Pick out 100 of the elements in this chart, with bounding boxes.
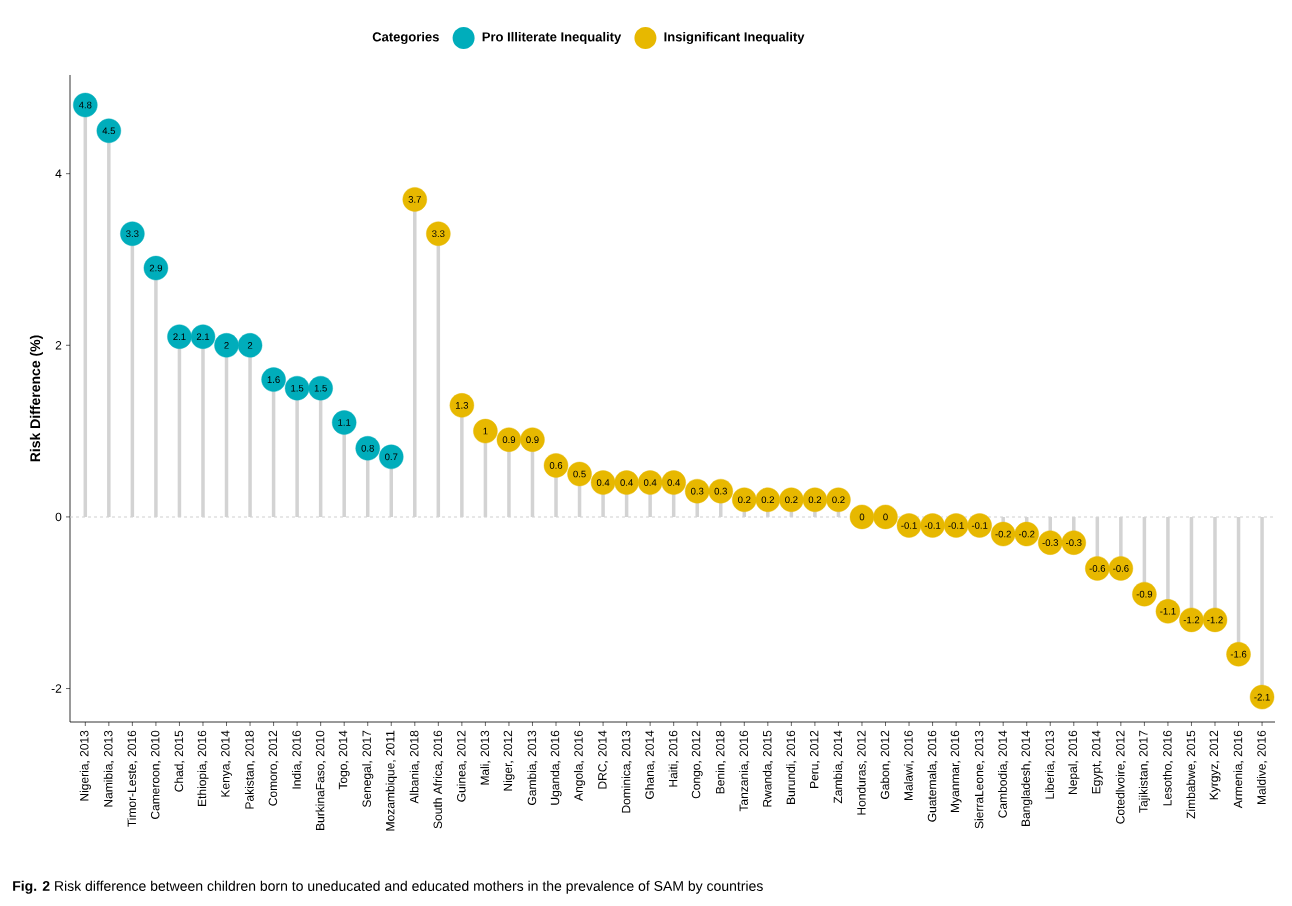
data-label: -0.6	[1113, 565, 1129, 572]
x-tick-label: Benin, 2018	[715, 730, 726, 794]
x-tick-label: Tajikistan, 2017	[1138, 730, 1150, 813]
data-label: 4.5	[102, 127, 116, 135]
x-tick-label: Maldive, 2016	[1256, 730, 1268, 804]
x-tick-label: Kyrgyz, 2012	[1209, 730, 1221, 800]
x-tick-label: Guatemala, 2016	[927, 730, 938, 822]
x-tick-label: Myanmar, 2016	[950, 730, 962, 812]
x-tick-label: Congo, 2012	[691, 730, 703, 799]
x-tick-label: Malawi, 2016	[903, 730, 915, 800]
legend-title: Categories	[372, 31, 439, 45]
data-label: 0.4	[596, 479, 610, 486]
x-tick-label: Egypt, 2014	[1091, 730, 1103, 794]
y-axis-title: Risk Difference (%)	[29, 335, 43, 462]
text: Fig. 2 Risk difference between children born to uneducated and educated mothers in the prevalence of SAM by countries	[13, 880, 763, 894]
x-tick-label: Albania, 2018	[409, 730, 420, 804]
x-tick-label: South Africa, 2016	[433, 730, 444, 829]
data-label: 0.5	[573, 470, 586, 478]
x-tick-label: Nigeria, 2013	[79, 730, 91, 801]
x-tick-label: Ghana, 2014	[645, 730, 656, 799]
y-tick-label: 4	[55, 169, 62, 178]
x-tick-label: Kenya, 2014	[221, 730, 232, 797]
data-label: 0.4	[620, 479, 633, 486]
x-tick-label: Cameroon, 2010	[150, 730, 161, 819]
x-tick-label: Angola, 2016	[573, 730, 586, 801]
y-tick-label: 0	[55, 512, 62, 522]
x-tick-label: SierraLeone, 2013	[974, 730, 985, 829]
x-tick-label: Zimbabwe, 2015	[1186, 730, 1197, 819]
data-label: -1.2	[1207, 616, 1223, 624]
data-label: 0.2	[808, 496, 822, 504]
legend-label: Pro Illiterate Inequality	[482, 31, 622, 45]
data-label: 1.1	[338, 419, 351, 426]
x-tick-label: Mali, 2013	[480, 730, 491, 785]
x-tick-label: Dominica, 2013	[621, 730, 632, 813]
data-label: -0.2	[995, 530, 1011, 538]
x-tick-label: Togo, 2014	[338, 730, 350, 790]
x-tick-label: Cambodia, 2014	[998, 730, 1009, 818]
data-label: -0.2	[1018, 530, 1035, 538]
x-tick-label: Haiti, 2016	[668, 730, 679, 787]
y-tick-label: 2	[55, 341, 62, 350]
data-label: 0.4	[643, 479, 657, 486]
data-label: 1.5	[291, 384, 304, 392]
data-label: -0.3	[1042, 539, 1059, 547]
data-label: 0.2	[761, 496, 774, 504]
x-tick-label: Gabon, 2012	[880, 730, 891, 799]
data-label: 3.7	[408, 196, 421, 203]
data-label: -0.9	[1136, 590, 1153, 598]
data-label: 0	[883, 513, 888, 521]
data-label: 3.3	[432, 230, 445, 238]
data-label: 2.1	[173, 333, 186, 341]
x-tick-label: Armenia, 2016	[1233, 730, 1244, 809]
point	[473, 418, 498, 444]
data-label: -0.1	[924, 522, 941, 529]
x-tick-label: Comoro, 2012	[268, 730, 279, 806]
data-label: 0	[859, 513, 865, 521]
point	[237, 333, 263, 358]
x-tick-label: Gambia, 2013	[527, 730, 538, 805]
data-label: 2.9	[149, 264, 163, 272]
x-tick-label: Peru, 2012	[809, 730, 820, 788]
x-tick-label: Namibia, 2013	[103, 730, 114, 807]
data-label: -0.6	[1089, 565, 1106, 572]
x-tick-label: Senegal, 2017	[362, 730, 374, 808]
x-tick-label: Chad, 2015	[174, 730, 185, 792]
x-tick-label: Rwanda, 2015	[762, 730, 773, 807]
data-label: 0.3	[691, 487, 704, 495]
point	[214, 333, 239, 358]
data-label: 1.3	[455, 402, 469, 409]
data-label: 0.7	[385, 453, 398, 461]
point	[873, 504, 898, 530]
data-label: -0.1	[948, 522, 964, 529]
data-label: -1.2	[1183, 616, 1200, 624]
data-label: -1.1	[1160, 608, 1176, 615]
legend-label: Insignificant Inequality	[664, 31, 805, 45]
x-tick-label: Cotedlvoire, 2012	[1115, 730, 1126, 824]
data-label: 0.3	[714, 487, 727, 495]
data-label: -0.1	[971, 522, 988, 529]
x-tick-label: Pakistan, 2018	[244, 730, 256, 809]
data-label: 1.5	[314, 384, 327, 392]
point	[849, 504, 875, 530]
x-tick-label: Bangladesh, 2014	[1021, 730, 1033, 826]
x-tick-label: Honduras, 2012	[856, 730, 868, 815]
x-tick-label: Niger, 2012	[503, 730, 515, 791]
data-label: 4.8	[78, 101, 92, 109]
data-label: -1.6	[1230, 650, 1247, 658]
x-tick-label: Uganda, 2016	[550, 730, 562, 805]
data-label: 1	[483, 427, 488, 435]
data-label: 0.6	[549, 462, 563, 469]
y-tick-label: -2	[51, 684, 62, 693]
data-label: 3.3	[126, 230, 139, 238]
data-label: 2	[247, 341, 253, 349]
x-tick-label: Burundi, 2016	[786, 730, 797, 804]
data-label: 0.4	[667, 479, 681, 486]
x-tick-label: Ethiopia, 2016	[197, 730, 209, 806]
x-tick-label: Tanzania, 2016	[739, 730, 750, 812]
data-label: -2.1	[1254, 693, 1270, 701]
data-label: 0.9	[502, 436, 516, 444]
x-tick-label: DRC, 2014	[598, 730, 609, 789]
x-tick-label: Lesotho, 2016	[1162, 730, 1174, 806]
data-label: -0.3	[1066, 539, 1082, 547]
data-label: 0.9	[526, 436, 539, 444]
